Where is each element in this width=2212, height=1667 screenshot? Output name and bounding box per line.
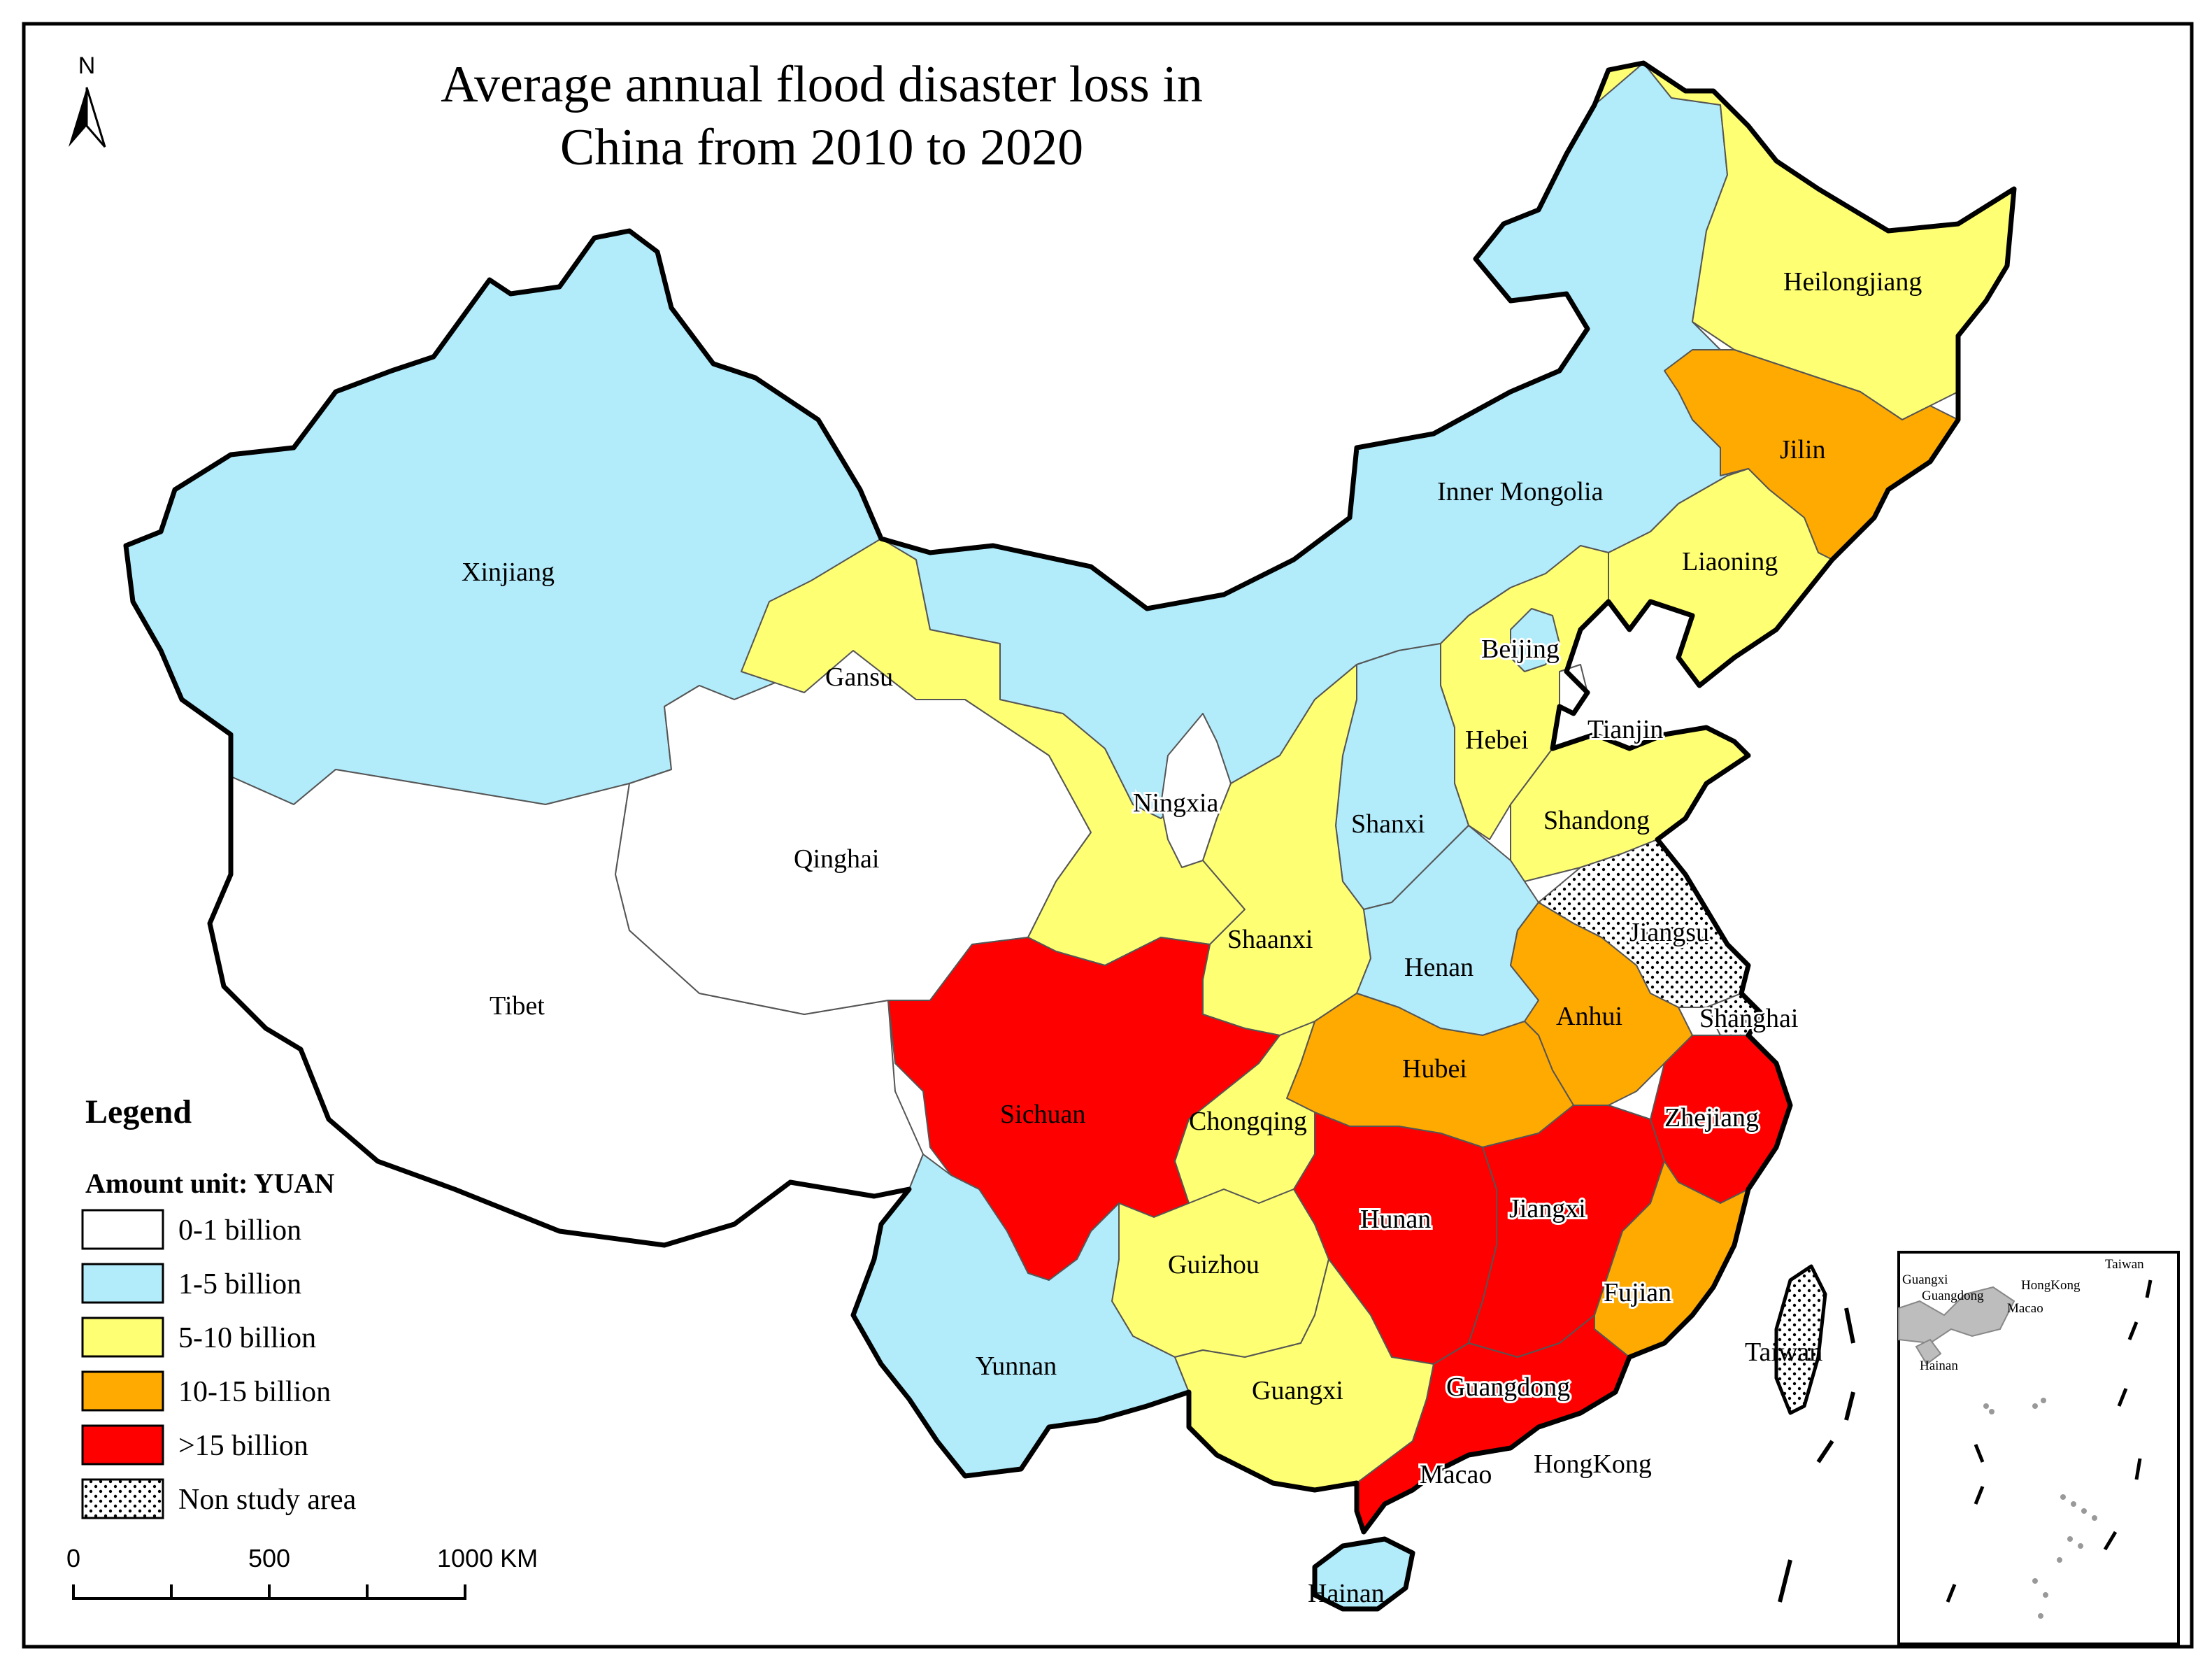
label-shaanxi: Shaanxi bbox=[1227, 925, 1313, 954]
province-layer bbox=[125, 62, 2015, 1610]
label-taiwan: Taiwan bbox=[1745, 1338, 1822, 1367]
label-jiangxi: Jiangxi bbox=[1509, 1194, 1586, 1223]
label-henan: Henan bbox=[1404, 953, 1474, 982]
legend-swatch bbox=[81, 1424, 164, 1466]
scale-tick-500: 500 bbox=[248, 1544, 290, 1573]
map-frame bbox=[22, 22, 2194, 1649]
sea-boundary-dashes bbox=[1778, 1307, 1855, 1603]
label-fujian: Fujian bbox=[1604, 1278, 1671, 1307]
label-xinjiang: Xinjiang bbox=[462, 558, 555, 587]
inset-label-hongkong: HongKong bbox=[2021, 1278, 2081, 1293]
label-guangxi: Guangxi bbox=[1252, 1376, 1343, 1405]
legend-swatch bbox=[81, 1478, 164, 1519]
legend-swatch bbox=[81, 1209, 164, 1250]
label-macao: Macao bbox=[1420, 1460, 1492, 1489]
inset-label-hainan: Hainan bbox=[1920, 1359, 1958, 1373]
legend-heading: Legend bbox=[85, 1093, 192, 1130]
label-inner-mongolia: Inner Mongolia bbox=[1437, 477, 1604, 506]
legend-label: 1-5 billion bbox=[178, 1268, 301, 1300]
inset-label-macao: Macao bbox=[2007, 1301, 2043, 1316]
map-title-line-2: China from 2010 to 2020 bbox=[560, 119, 1083, 176]
legend-label: 0-1 billion bbox=[178, 1214, 301, 1247]
legend-swatch bbox=[81, 1317, 164, 1358]
scale-bar: 0 500 1000 KM bbox=[66, 1544, 538, 1600]
label-gansu: Gansu bbox=[825, 662, 893, 692]
legend-swatch bbox=[81, 1263, 164, 1304]
north-arrow-label: N bbox=[78, 52, 96, 79]
map-title-line-1: Average annual flood disaster loss in bbox=[441, 56, 1203, 113]
legend-unit: Amount unit: YUAN bbox=[85, 1168, 334, 1199]
label-beijing: Beijing bbox=[1481, 634, 1560, 664]
label-shandong: Shandong bbox=[1543, 806, 1650, 835]
label-hongkong: HongKong bbox=[1534, 1449, 1652, 1479]
hainan-border bbox=[1312, 1536, 1415, 1612]
label-zhejiang: Zhejiang bbox=[1664, 1103, 1759, 1133]
label-liaoning: Liaoning bbox=[1682, 547, 1778, 576]
label-shanghai: Shanghai bbox=[1699, 1004, 1798, 1033]
province-labels: Xinjiang Tibet Qinghai Gansu Inner Mongo… bbox=[462, 267, 1922, 1608]
label-hebei: Hebei bbox=[1465, 725, 1529, 755]
inset-map: Guangxi Guangdong HongKong Taiwan Macao … bbox=[1897, 1251, 2180, 1645]
legend-label: Non study area bbox=[178, 1484, 357, 1516]
legend-label: 5-10 billion bbox=[178, 1322, 316, 1354]
inset-label-guangxi: Guangxi bbox=[1902, 1272, 1948, 1287]
region-beijing[interactable] bbox=[1510, 608, 1560, 672]
label-chongqing: Chongqing bbox=[1189, 1107, 1307, 1136]
legend: Legend Amount unit: YUAN 0-1 billion 1-5 … bbox=[81, 1093, 357, 1519]
national-border bbox=[123, 60, 2017, 1535]
label-guangdong: Guangdong bbox=[1446, 1372, 1570, 1402]
region-anhui[interactable] bbox=[1510, 902, 1693, 1106]
inset-label-taiwan: Taiwan bbox=[2105, 1257, 2144, 1272]
label-hubei: Hubei bbox=[1402, 1054, 1467, 1084]
label-tianjin: Tianjin bbox=[1587, 715, 1663, 744]
label-heilongjiang: Heilongjiang bbox=[1783, 267, 1922, 297]
label-sichuan: Sichuan bbox=[1000, 1100, 1085, 1129]
label-anhui: Anhui bbox=[1556, 1002, 1622, 1031]
inset-label-guangdong: Guangdong bbox=[1922, 1289, 1984, 1303]
label-guizhou: Guizhou bbox=[1168, 1250, 1260, 1279]
north-arrow-icon: N bbox=[69, 52, 106, 148]
taiwan-border bbox=[1774, 1264, 1827, 1415]
scale-tick-0: 0 bbox=[66, 1544, 80, 1573]
label-tibet: Tibet bbox=[490, 991, 545, 1021]
label-jilin: Jilin bbox=[1780, 435, 1825, 464]
legend-label: >15 billion bbox=[178, 1430, 308, 1462]
label-yunnan: Yunnan bbox=[976, 1352, 1057, 1381]
legend-swatch bbox=[81, 1370, 164, 1412]
label-hunan: Hunan bbox=[1360, 1205, 1431, 1234]
label-shanxi: Shanxi bbox=[1351, 809, 1425, 839]
label-jiangsu: Jiangsu bbox=[1629, 918, 1709, 947]
label-hainan: Hainan bbox=[1308, 1579, 1385, 1608]
label-qinghai: Qinghai bbox=[794, 844, 879, 874]
scale-tick-1000: 1000 KM bbox=[437, 1544, 538, 1573]
label-ningxia: Ningxia bbox=[1133, 788, 1219, 818]
legend-label: 10-15 billion bbox=[178, 1376, 331, 1408]
